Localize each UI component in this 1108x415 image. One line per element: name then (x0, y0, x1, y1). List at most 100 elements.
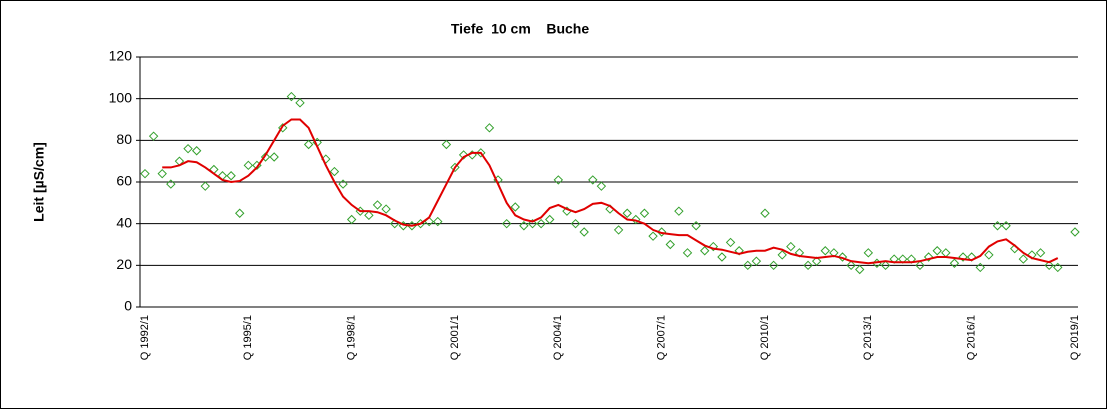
x-tick-label: Q 2019/1 (1069, 315, 1081, 360)
data-point (975, 262, 985, 273)
data-point (923, 252, 934, 262)
data-point (536, 218, 546, 229)
data-point (786, 241, 796, 252)
data-point (579, 227, 589, 237)
data-point (545, 214, 555, 225)
data-point (450, 162, 460, 173)
data-point (1035, 248, 1046, 258)
y-tick-label: 80 (116, 131, 132, 147)
data-point (992, 221, 1003, 231)
data-point (235, 208, 245, 218)
data-point (191, 146, 202, 156)
x-tick-label: Q 2004/1 (552, 315, 564, 360)
data-point (674, 206, 684, 216)
data-point (880, 260, 891, 271)
data-point (725, 237, 736, 248)
data-point (269, 152, 279, 162)
x-tick-label: Q 1998/1 (346, 315, 358, 360)
data-point (768, 260, 779, 271)
data-point (837, 252, 848, 262)
data-point (372, 200, 383, 210)
y-tick-label: 60 (116, 173, 132, 189)
data-point (648, 231, 658, 241)
data-point (570, 218, 581, 229)
data-point (476, 148, 486, 158)
data-point (631, 214, 641, 225)
trend-line (162, 118, 1059, 265)
data-point (286, 91, 297, 102)
data-point (682, 248, 693, 258)
data-point (984, 250, 994, 260)
data-point (527, 218, 538, 229)
y-tick-label: 120 (109, 48, 133, 64)
data-point (166, 179, 176, 189)
data-point (820, 246, 830, 256)
data-point (553, 175, 564, 185)
data-point (588, 175, 598, 185)
data-point (243, 160, 254, 171)
x-tick-label: Q 2013/1 (862, 315, 874, 360)
data-point (1070, 227, 1080, 237)
data-point (157, 168, 167, 179)
y-axis-label: Leit [µS/cm] (31, 142, 47, 222)
x-tick-label: Q 1995/1 (242, 315, 254, 360)
data-point (501, 218, 512, 229)
data-point (183, 143, 193, 154)
data-point (811, 256, 822, 266)
data-point (200, 181, 210, 191)
data-point (519, 221, 529, 231)
data-point (596, 181, 607, 191)
y-tick-label: 20 (116, 256, 132, 272)
data-point (622, 208, 632, 218)
data-point (639, 208, 650, 218)
data-point (484, 123, 495, 133)
data-point (458, 150, 469, 160)
x-tick-label: Q 2007/1 (656, 315, 668, 360)
data-point (777, 250, 787, 260)
y-tick-label: 100 (109, 89, 133, 105)
data-point (1001, 221, 1011, 231)
data-point (743, 260, 753, 271)
data-point (364, 210, 374, 221)
data-point (760, 208, 770, 218)
data-point (855, 264, 865, 275)
data-point (665, 239, 675, 250)
data-point (656, 227, 667, 237)
data-point (295, 98, 305, 108)
data-point (751, 256, 762, 266)
y-tick-label: 40 (116, 214, 132, 230)
data-point (260, 152, 271, 162)
data-point (303, 139, 314, 150)
data-point (510, 202, 520, 212)
data-point (346, 214, 357, 225)
data-point (338, 179, 348, 189)
x-tick-label: Q 2016/1 (966, 315, 978, 360)
data-point (700, 246, 710, 256)
data-point (278, 123, 288, 133)
data-point (846, 260, 856, 271)
data-point (708, 241, 719, 252)
data-point (226, 171, 236, 181)
data-point (433, 216, 443, 227)
data-point (863, 248, 874, 258)
data-point (613, 225, 624, 235)
data-point (329, 166, 340, 177)
data-point (1053, 262, 1063, 273)
data-point (949, 258, 960, 268)
data-point (915, 260, 925, 271)
y-tick-label: 0 (124, 298, 132, 314)
chart-title: Tiefe 10 cm Buche (451, 21, 589, 37)
data-point (1018, 254, 1029, 264)
data-point (717, 252, 727, 262)
x-tick-label: Q 2001/1 (449, 315, 461, 360)
x-tick-label: Q 1992/1 (139, 315, 151, 360)
data-point (691, 221, 701, 231)
data-point (148, 131, 159, 141)
data-point (1044, 260, 1054, 271)
x-tick-label: Q 2010/1 (759, 315, 771, 360)
data-point (958, 252, 968, 262)
data-point (381, 204, 391, 214)
data-point (140, 168, 150, 179)
